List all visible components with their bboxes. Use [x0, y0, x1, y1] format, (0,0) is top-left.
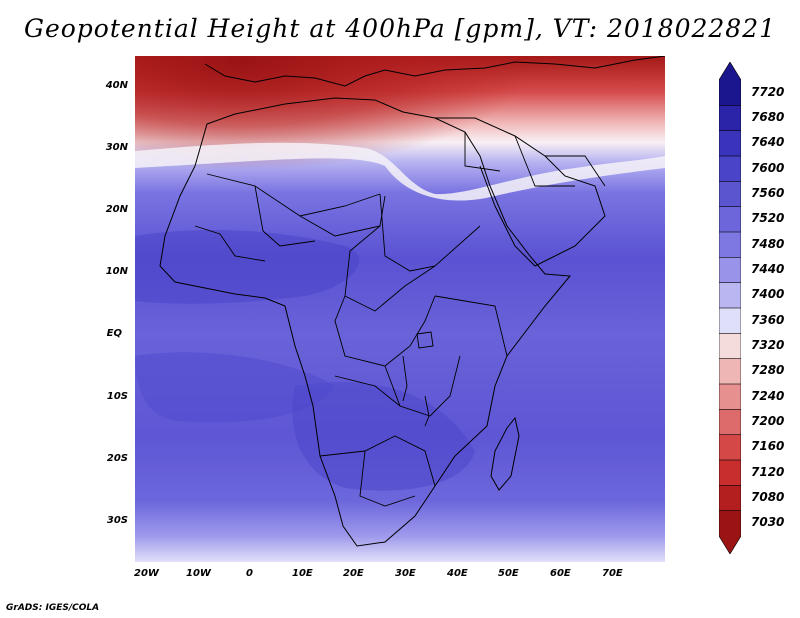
lon-label: 0	[246, 568, 253, 579]
colorbar-label: 7720	[751, 84, 785, 99]
colorbar-segment	[719, 307, 741, 335]
colorbar-segment	[719, 62, 741, 106]
lon-label: 70E	[602, 568, 623, 579]
low-height-south	[292, 382, 475, 491]
colorbar-label: 7400	[751, 287, 785, 302]
colorbar-segment	[719, 409, 741, 436]
colorbar-segment	[719, 231, 741, 259]
colorbar-segment	[719, 434, 741, 461]
colorbar-label: 7160	[751, 439, 785, 454]
colorbar-label: 7080	[751, 490, 785, 504]
colorbar	[719, 62, 741, 554]
colorbar-label: 7640	[751, 135, 785, 150]
lon-label: 60E	[550, 568, 571, 579]
colorbar-segment	[719, 206, 741, 233]
colorbar-label: 7320	[751, 338, 785, 352]
lat-label: 30N	[105, 142, 128, 153]
low-height-atlantic	[135, 352, 335, 423]
lat-label: 30S	[106, 515, 128, 526]
colorbar-segment	[719, 105, 741, 132]
lon-label: 40E	[447, 568, 468, 579]
colorbar-segment	[719, 459, 741, 487]
lat-label: 10S	[106, 391, 128, 402]
credit-label: GrADS: IGES/COLA	[6, 603, 100, 613]
colorbar-segment	[719, 333, 741, 360]
lon-label: 20W	[134, 568, 159, 579]
chart-title: Geopotential Height at 400hPa [gpm], VT:…	[23, 14, 777, 43]
colorbar-segment	[719, 155, 741, 183]
lon-label: 30E	[395, 568, 416, 579]
colorbar-label: 7480	[751, 236, 785, 251]
arabia-coastline	[435, 117, 606, 267]
colorbar-label: 7200	[751, 414, 785, 428]
madagascar-coastline	[490, 416, 520, 491]
colorbar-segment	[719, 358, 741, 385]
colorbar-segment	[719, 383, 741, 411]
colorbar-segment	[719, 282, 741, 309]
colorbar-segment	[719, 257, 741, 284]
country-borders	[194, 132, 606, 507]
colorbar-label: 7240	[751, 388, 785, 403]
lat-label: EQ	[106, 328, 122, 339]
colorbar-label: 7680	[751, 110, 785, 124]
contour-band-7400	[135, 142, 665, 201]
colorbar-label: 7600	[751, 160, 785, 175]
colorbar-label: 7120	[751, 464, 785, 479]
lon-label: 10W	[186, 568, 211, 579]
lat-label: 40N	[105, 80, 128, 91]
lakes	[402, 331, 434, 427]
lat-label: 20N	[105, 204, 128, 215]
colorbar-label: 7560	[751, 186, 785, 200]
colorbar-label: 7280	[751, 363, 785, 378]
colorbar-segment	[719, 130, 741, 157]
colorbar-label: 7440	[751, 262, 785, 276]
lat-label: 20S	[106, 453, 128, 464]
lon-label: 20E	[343, 568, 364, 579]
colorbar-label: 7360	[751, 312, 785, 327]
colorbar-segment	[719, 485, 741, 512]
lon-label: 50E	[498, 568, 519, 579]
colorbar-segment	[719, 181, 741, 208]
colorbar-segment	[719, 510, 741, 554]
europe-coastline	[204, 56, 665, 87]
lat-label: 10N	[105, 266, 128, 277]
lon-label: 10E	[292, 568, 313, 579]
map-panel	[135, 56, 665, 562]
colorbar-label: 7030	[751, 515, 785, 530]
colorbar-label: 7520	[751, 211, 785, 226]
